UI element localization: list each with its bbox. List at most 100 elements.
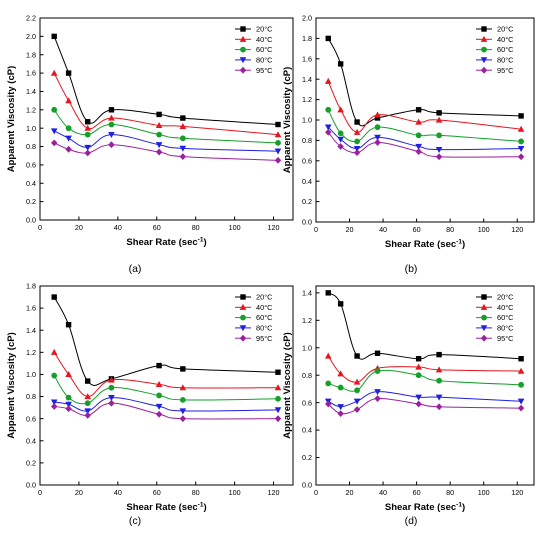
data-point [50, 128, 58, 135]
legend-marker [239, 325, 247, 332]
data-point [274, 148, 282, 155]
x-tick-label: 40 [379, 225, 387, 234]
x-tick-label: 20 [75, 223, 83, 232]
legend-label: 60°C [497, 313, 514, 322]
y-tick-label: 1.2 [26, 105, 36, 114]
series-3 [51, 372, 281, 407]
series-5 [325, 128, 525, 161]
y-tick-label: 0.0 [26, 216, 36, 225]
data-point [65, 405, 72, 413]
series-5 [51, 399, 282, 423]
y-tick-label: 0.2 [302, 453, 312, 462]
data-point [517, 153, 525, 161]
data-point [155, 122, 163, 129]
legend-marker [239, 57, 247, 64]
y-tick-label: 1.0 [26, 124, 36, 133]
y-tick-label: 0.4 [26, 179, 36, 188]
data-point [51, 106, 58, 113]
series-5 [325, 395, 525, 418]
x-tick-label: 120 [511, 225, 523, 234]
y-tick-label: 1.0 [302, 343, 312, 352]
legend-label: 20°C [497, 293, 514, 302]
data-point [155, 148, 163, 156]
x-tick-label: 60 [413, 488, 421, 497]
legend-marker [480, 325, 488, 332]
y-tick-label: 2.0 [302, 14, 312, 23]
data-point [51, 294, 57, 300]
panel-caption: (b) [405, 263, 418, 275]
series-3 [51, 106, 281, 146]
x-tick-label: 60 [413, 225, 421, 234]
data-point [155, 380, 163, 387]
legend-label: 40°C [256, 35, 273, 44]
data-point [337, 301, 344, 307]
y-tick-label: 0.4 [302, 177, 312, 186]
panel-caption: (c) [129, 515, 141, 527]
x-tick-label: 40 [114, 488, 122, 497]
legend-marker [240, 26, 246, 32]
y-tick-label: 0.2 [26, 458, 36, 467]
x-tick-label: 120 [511, 488, 523, 497]
legend-label: 80°C [497, 56, 514, 65]
legend: 20°C40°C60°C 80°C95°C [476, 25, 514, 75]
data-point [353, 398, 361, 405]
x-axis-title-sup: -1 [456, 502, 462, 509]
data-point [108, 141, 115, 149]
y-tick-label: 0.4 [302, 426, 312, 435]
data-point [435, 116, 443, 123]
y-tick-label: 0.2 [26, 197, 36, 206]
data-point [415, 118, 422, 125]
x-axis-title: Shear Rate (sec-1) [385, 239, 465, 251]
series-line [53, 352, 279, 398]
data-point [415, 400, 422, 408]
data-point [324, 77, 332, 84]
y-tick-label: 0.6 [302, 398, 312, 407]
data-point [325, 400, 332, 408]
data-point [354, 387, 360, 394]
plot-frame [39, 17, 294, 221]
data-point [84, 119, 91, 125]
data-point [180, 366, 186, 372]
legend-label: 95°C [497, 66, 514, 75]
data-point [274, 131, 282, 138]
x-tick-label: 100 [229, 488, 241, 497]
legend-label: 95°C [256, 66, 273, 75]
y-tick-label: 2.2 [26, 14, 36, 23]
legend-label: 40°C [497, 303, 514, 312]
data-point [84, 149, 91, 157]
y-tick-label: 1.0 [302, 116, 312, 125]
x-axis-title-sup: -1 [198, 237, 204, 244]
x-axis-title-main: Shear Rate (sec [385, 502, 456, 513]
y-tick-label: 0.0 [302, 218, 312, 227]
data-point [325, 128, 332, 136]
x-tick-label: 80 [446, 225, 454, 234]
data-point [84, 378, 91, 384]
x-axis-title-main: Shear Rate (sec [126, 237, 197, 248]
x-tick-label: 0 [38, 223, 42, 232]
data-point [275, 121, 281, 128]
data-point [518, 356, 524, 362]
y-tick-label: 0.6 [26, 414, 36, 423]
data-point [65, 371, 72, 378]
series-line [327, 38, 522, 127]
x-axis-title: Shear Rate (sec-1) [126, 237, 206, 249]
data-point [374, 134, 381, 141]
x-tick-label: 100 [478, 488, 490, 497]
legend-marker [240, 294, 246, 300]
series-1 [51, 294, 281, 386]
y-tick-label: 0.8 [26, 142, 36, 151]
x-axis-title: Shear Rate (sec-1) [385, 502, 465, 514]
y-tick-label: 1.0 [26, 370, 36, 379]
data-point [435, 366, 443, 373]
legend-marker [480, 35, 488, 42]
data-point [179, 122, 187, 129]
data-point [374, 111, 381, 118]
data-point [337, 384, 344, 391]
data-point [354, 119, 360, 125]
y-tick-label: 1.8 [302, 34, 312, 43]
legend-marker [239, 303, 247, 310]
data-point [374, 139, 381, 146]
legend-label: 80°C [256, 56, 273, 65]
legend-marker [481, 46, 487, 53]
data-point [155, 142, 163, 149]
